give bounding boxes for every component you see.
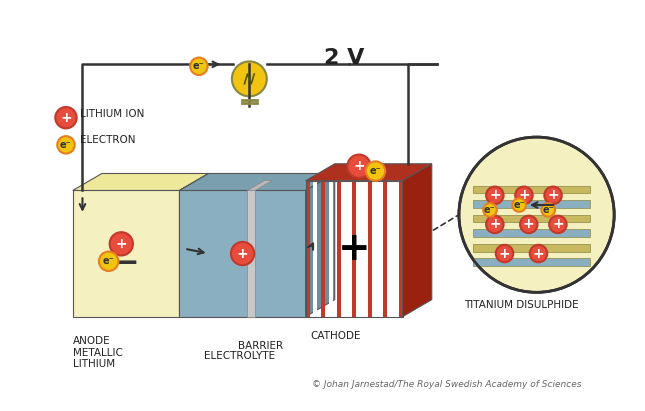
- Text: LITHIUM ION: LITHIUM ION: [79, 109, 144, 119]
- Text: e⁻: e⁻: [103, 256, 115, 266]
- Circle shape: [486, 216, 504, 233]
- Circle shape: [232, 61, 267, 96]
- Text: +: +: [115, 237, 127, 251]
- Circle shape: [459, 137, 614, 292]
- Text: 2 V: 2 V: [324, 48, 364, 67]
- Text: +: +: [547, 188, 559, 202]
- Circle shape: [512, 198, 526, 212]
- Circle shape: [99, 252, 119, 271]
- Polygon shape: [399, 181, 402, 316]
- Text: BARRIER: BARRIER: [238, 341, 283, 351]
- Polygon shape: [402, 164, 432, 316]
- Circle shape: [549, 216, 567, 233]
- Polygon shape: [360, 181, 364, 316]
- Text: e⁻: e⁻: [484, 205, 496, 215]
- Text: +: +: [533, 247, 544, 261]
- Polygon shape: [383, 181, 387, 316]
- Polygon shape: [179, 190, 306, 316]
- Circle shape: [348, 155, 371, 178]
- Polygon shape: [352, 181, 356, 316]
- Text: ELECTROLYTE: ELECTROLYTE: [204, 351, 275, 360]
- Polygon shape: [473, 186, 590, 193]
- Polygon shape: [329, 181, 333, 316]
- Polygon shape: [248, 190, 255, 316]
- Circle shape: [366, 162, 385, 181]
- Polygon shape: [473, 229, 590, 237]
- Text: e⁻: e⁻: [513, 200, 525, 210]
- Text: +: +: [353, 159, 365, 173]
- Polygon shape: [179, 173, 335, 190]
- Polygon shape: [473, 200, 590, 208]
- Circle shape: [530, 245, 547, 262]
- Circle shape: [483, 203, 497, 217]
- Polygon shape: [73, 190, 179, 316]
- Polygon shape: [473, 215, 590, 222]
- Polygon shape: [473, 244, 590, 252]
- Polygon shape: [473, 259, 590, 266]
- Polygon shape: [321, 181, 325, 316]
- Text: TITANIUM DISULPHIDE: TITANIUM DISULPHIDE: [464, 300, 579, 310]
- Text: +: +: [338, 230, 370, 268]
- Text: +: +: [489, 217, 501, 231]
- Circle shape: [231, 242, 254, 265]
- Polygon shape: [179, 173, 208, 316]
- Text: e⁻: e⁻: [193, 61, 204, 71]
- Text: ELECTRON: ELECTRON: [79, 135, 135, 145]
- Polygon shape: [368, 181, 372, 316]
- Text: +: +: [489, 188, 501, 202]
- Polygon shape: [306, 173, 335, 316]
- Text: +: +: [552, 217, 564, 231]
- Polygon shape: [337, 181, 341, 316]
- Text: +: +: [237, 247, 248, 261]
- Text: e⁻: e⁻: [542, 205, 554, 215]
- Text: +: +: [518, 188, 530, 202]
- Circle shape: [110, 232, 133, 256]
- Circle shape: [55, 107, 77, 128]
- Text: e⁻: e⁻: [370, 166, 381, 176]
- Polygon shape: [248, 180, 273, 190]
- Circle shape: [520, 216, 537, 233]
- Text: ANODE
METALLIC
LITHIUM: ANODE METALLIC LITHIUM: [73, 336, 123, 369]
- Polygon shape: [391, 181, 395, 316]
- Circle shape: [496, 245, 513, 262]
- Circle shape: [190, 58, 208, 75]
- Text: −: −: [114, 249, 139, 278]
- Circle shape: [57, 136, 75, 154]
- Text: CATHODE: CATHODE: [310, 331, 361, 341]
- Circle shape: [515, 187, 533, 204]
- Polygon shape: [306, 164, 432, 181]
- Circle shape: [486, 187, 504, 204]
- Polygon shape: [73, 173, 208, 190]
- Text: +: +: [499, 247, 510, 261]
- Text: © Johan Jarnestad/The Royal Swedish Academy of Sciences: © Johan Jarnestad/The Royal Swedish Acad…: [312, 380, 582, 389]
- Polygon shape: [344, 181, 348, 316]
- Circle shape: [544, 187, 562, 204]
- Polygon shape: [313, 181, 317, 316]
- Text: +: +: [523, 217, 535, 231]
- Polygon shape: [306, 181, 310, 316]
- Circle shape: [541, 203, 555, 217]
- Text: e⁻: e⁻: [60, 140, 72, 150]
- Polygon shape: [375, 181, 379, 316]
- Text: +: +: [60, 111, 72, 125]
